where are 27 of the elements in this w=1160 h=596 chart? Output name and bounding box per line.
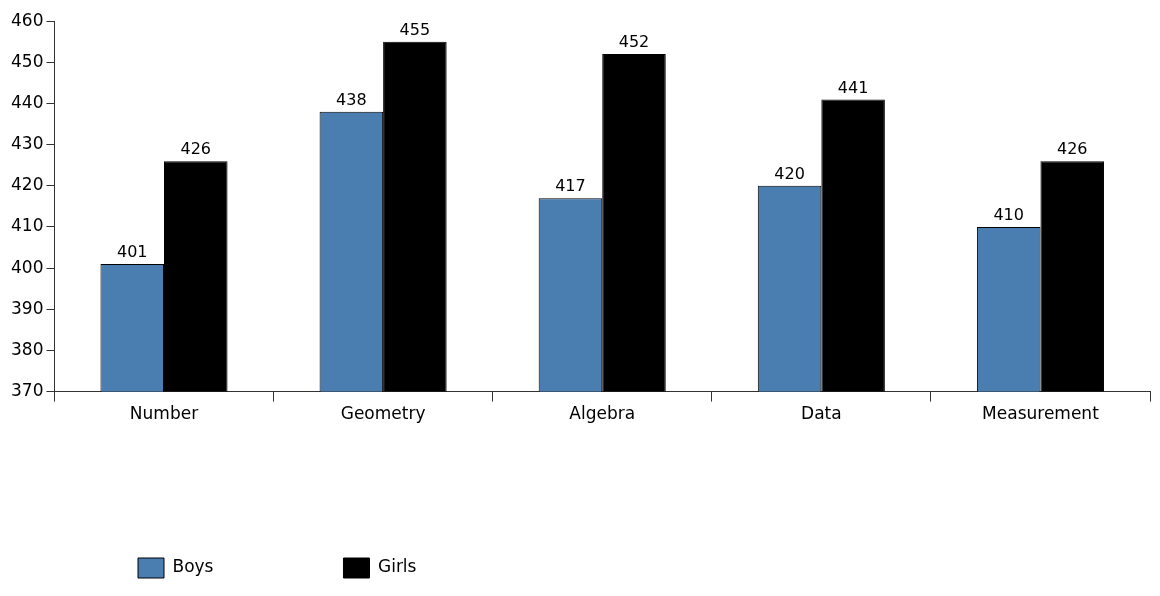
y-tick-label: 430 — [10, 133, 44, 154]
y-tick-label: 460 — [10, 9, 44, 30]
data-label: 426 — [1056, 139, 1088, 159]
legend-label: Girls — [377, 556, 417, 577]
x-tick-label: Algebra — [569, 403, 636, 424]
data-label: 426 — [180, 139, 212, 159]
y-tick-label: 450 — [10, 50, 44, 71]
data-label: 410 — [993, 205, 1024, 225]
data-label: 401 — [116, 242, 148, 262]
y-tick-label: 410 — [10, 215, 44, 236]
x-tick-label: Geometry — [340, 403, 426, 424]
data-label: 452 — [618, 32, 650, 52]
data-label: 420 — [774, 163, 805, 183]
data-label: 417 — [555, 176, 586, 196]
x-tick-label: Number — [129, 403, 199, 424]
y-tick-label: 400 — [10, 256, 44, 277]
x-tick-label: Measurement — [982, 403, 1100, 424]
data-label: 441 — [837, 77, 869, 97]
x-tick-label: Data — [801, 403, 842, 424]
data-label: 455 — [399, 19, 431, 39]
y-tick-label: 390 — [10, 297, 44, 318]
legend-label: Boys — [172, 556, 214, 577]
y-tick-label: 370 — [10, 380, 44, 401]
y-tick-label: 380 — [10, 338, 44, 359]
data-label: 438 — [336, 89, 367, 109]
y-tick-label: 440 — [10, 91, 44, 112]
y-tick-label: 420 — [10, 174, 44, 195]
